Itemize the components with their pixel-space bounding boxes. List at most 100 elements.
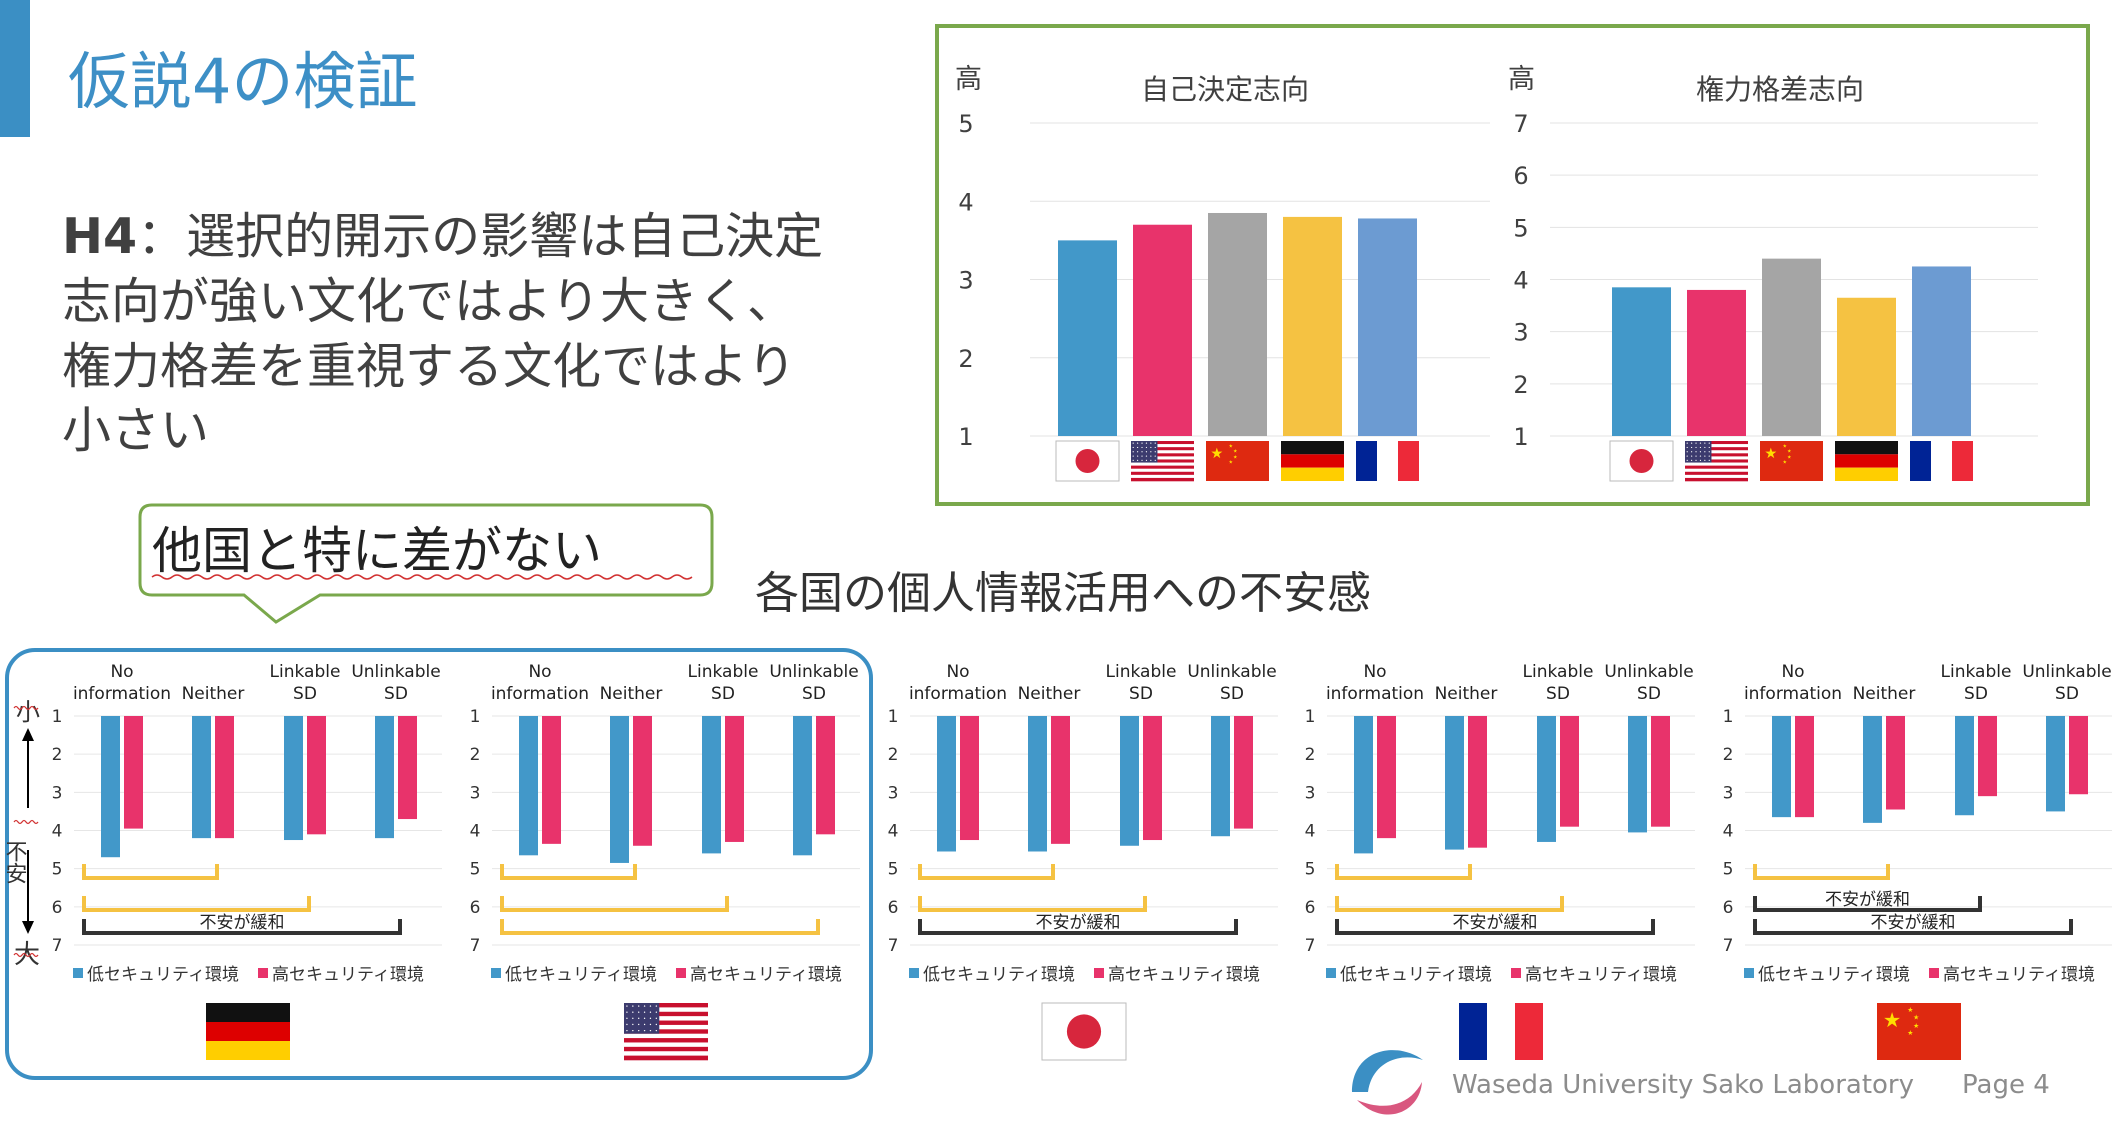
legend-label-high: 高セキュリティ環境 — [1525, 965, 1677, 985]
legend-swatch-high — [1511, 968, 1521, 978]
hypothesis-text: H4：選択的開示の影響は自己決定 志向が強い文化ではより大きく、 権力格差を重視… — [62, 208, 823, 459]
anxiety-tick-label: 1 — [470, 707, 481, 727]
culture-bar-china — [1762, 258, 1821, 436]
anxiety-tick-label: 5 — [1305, 860, 1316, 880]
anxiety-category-label: Linkable — [1941, 662, 2012, 682]
hypothesis-line: 小さい — [62, 402, 209, 459]
anxiety-category-label: SD — [1546, 684, 1570, 704]
anxiety-bar-low — [1863, 716, 1882, 823]
culture-bar-germany — [1837, 297, 1896, 436]
bracket-label: 不安が緩和 — [1036, 913, 1121, 933]
svg-text:★: ★ — [1787, 455, 1791, 461]
lab-logo-swoosh-blue — [1352, 1050, 1423, 1092]
comparison-bracket — [1753, 919, 2073, 935]
anxiety-bar-high — [1978, 716, 1997, 797]
anxiety-tick-label: 6 — [52, 898, 63, 918]
legend-swatch-low — [73, 968, 83, 978]
bracket-label: 不安が緩和 — [200, 913, 285, 933]
comparison-bracket — [1753, 864, 1890, 880]
legend-swatch-high — [1094, 968, 1104, 978]
anxiety-category-label: information — [491, 684, 589, 704]
anxiety-tick-label: 2 — [1723, 745, 1734, 765]
anxiety-category-label: SD — [1637, 684, 1661, 704]
legend-swatch-high — [258, 968, 268, 978]
anxiety-tick-label: 2 — [1305, 745, 1316, 765]
culture-bar-france — [1358, 218, 1417, 436]
anxiety-category-label: Unlinkable — [769, 662, 858, 682]
anxiety-category-label: No — [1781, 662, 1804, 682]
comparison-bracket — [82, 864, 219, 880]
legend-swatch-low — [909, 968, 919, 978]
legend-label-low: 低セキュリティ環境 — [1340, 965, 1492, 985]
anxiety-bar-high — [2069, 716, 2088, 795]
anxiety-bar-low — [702, 716, 721, 854]
title-accent-bar — [0, 0, 30, 137]
bracket-label: 不安が緩和 — [1453, 913, 1538, 933]
comparison-bracket — [500, 919, 820, 935]
anxiety-bar-low — [101, 716, 120, 858]
comparison-bracket — [82, 896, 311, 912]
page-title: 仮説4の検証 — [68, 45, 417, 118]
page-number: Page 4 — [1962, 1070, 2050, 1100]
anxiety-tick-label: 1 — [1305, 707, 1316, 727]
anxiety-bar-low — [192, 716, 211, 839]
anxiety-tick-label: 2 — [470, 745, 481, 765]
anxiety-legend: 低セキュリティ環境 高セキュリティ環境 — [1744, 965, 2095, 985]
svg-text:H4：選択的開示の影響は自己決定: H4：選択的開示の影響は自己決定 — [62, 208, 823, 265]
anxiety-tick-label: 1 — [888, 707, 899, 727]
comparison-bracket — [918, 864, 1055, 880]
legend-label-high: 高セキュリティ環境 — [690, 965, 842, 985]
culture-tick-label: 1 — [958, 423, 973, 451]
japan-flag-icon — [1041, 1002, 1127, 1061]
germany-flag-icon — [206, 1003, 290, 1060]
svg-text:★: ★ — [1907, 1029, 1913, 1037]
germany-flag-icon — [1835, 441, 1898, 481]
comparison-bracket — [1335, 896, 1564, 912]
anxiety-category-label: information — [73, 684, 171, 704]
anxiety-tick-label: 5 — [1723, 860, 1734, 880]
legend-label-high: 高セキュリティ環境 — [1943, 965, 2095, 985]
anxiety-bar-low — [519, 716, 538, 856]
anxiety-bar-low — [1772, 716, 1791, 818]
china-flag-icon: ★ ★★★★ — [1877, 1003, 1961, 1060]
anxiety-tick-label: 4 — [52, 822, 63, 842]
anxiety-bar-high — [124, 716, 143, 829]
china-flag-icon: ★ ★★★★ — [1760, 441, 1823, 481]
callout-bubble — [138, 503, 714, 624]
usa-flag-icon — [1131, 441, 1194, 482]
legend-swatch-low — [491, 968, 501, 978]
legend-label-low: 低セキュリティ環境 — [923, 965, 1075, 985]
france-flag-icon — [1910, 441, 1973, 481]
anxiety-bar-low — [375, 716, 394, 839]
culture-axis-top-label: 高 — [1508, 64, 1535, 95]
china-flag-icon: ★ ★★★★ — [1206, 441, 1269, 481]
anxiety-bar-high — [398, 716, 417, 820]
anxiety-bar-low — [793, 716, 812, 856]
japan-flag-icon — [1609, 440, 1674, 482]
culture-tick-label: 2 — [958, 345, 973, 373]
culture-tick-label: 6 — [1513, 162, 1528, 190]
svg-text:★: ★ — [1913, 1014, 1919, 1022]
legend-label-high: 高セキュリティ環境 — [272, 965, 424, 985]
legend-label-low: 低セキュリティ環境 — [505, 965, 657, 985]
anxiety-bar-high — [1468, 716, 1487, 848]
anxiety-bar-low — [284, 716, 303, 841]
svg-text:★: ★ — [1210, 446, 1223, 462]
france-flag-icon — [1356, 441, 1419, 481]
anxiety-bar-low — [1354, 716, 1373, 854]
anxiety-arrow-down-head — [22, 921, 34, 934]
anxiety-bar-low — [1628, 716, 1647, 833]
svg-text:★: ★ — [1783, 459, 1787, 465]
anxiety-category-label: Linkable — [688, 662, 759, 682]
anxiety-bar-low — [937, 716, 956, 852]
anxiety-tick-label: 4 — [470, 822, 481, 842]
legend-swatch-high — [676, 968, 686, 978]
anxiety-tick-label: 3 — [52, 783, 63, 803]
anxiety-bar-high — [1651, 716, 1670, 827]
anxiety-tick-label: 6 — [888, 898, 899, 918]
anxiety-bar-high — [1143, 716, 1162, 841]
